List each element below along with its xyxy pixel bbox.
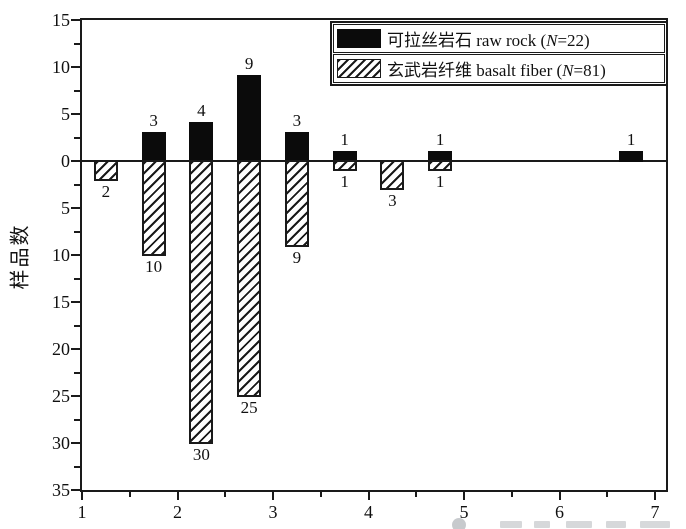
basalt-fiber-bar (284, 160, 309, 247)
raw-rock-bar (428, 150, 453, 162)
y-tick-label: 10 (52, 245, 70, 265)
gray-circle-icon (452, 518, 466, 529)
x-minor-tick (319, 492, 322, 497)
y-tick-label: 15 (52, 10, 70, 30)
bar-value-label: 1 (435, 129, 445, 149)
x-major-tick (367, 492, 370, 500)
x-major-tick (654, 492, 656, 500)
y-tick-label: 20 (52, 339, 70, 359)
zero-axis-line (82, 160, 666, 162)
y-major-tick (71, 254, 80, 256)
watermark-fragment (500, 521, 522, 528)
y-minor-tick (74, 89, 80, 92)
legend-label: 可拉丝岩石 raw rock (N=22) (387, 31, 590, 50)
y-tick-label: 30 (52, 433, 70, 453)
bar-value-label: 3 (388, 191, 397, 211)
bar-value-label: 3 (149, 110, 158, 130)
basalt-fiber-bar (428, 160, 453, 172)
bar-value-label: 1 (340, 172, 349, 192)
bar-value-label: 2 (101, 181, 111, 201)
x-tick-label: 3 (268, 502, 278, 522)
watermark (448, 514, 686, 529)
x-tick-label: 7 (650, 502, 660, 522)
y-major-tick (71, 442, 80, 444)
y-major-tick (71, 301, 80, 303)
y-major-tick (71, 207, 80, 209)
y-minor-tick (74, 183, 80, 186)
y-minor-tick (74, 136, 80, 139)
x-major-tick (558, 492, 561, 500)
y-tick-label: 5 (61, 198, 70, 218)
x-minor-tick (128, 492, 131, 497)
bar-value-label: 4 (197, 101, 206, 121)
y-minor-tick (74, 465, 80, 468)
raw-rock-bar (284, 131, 309, 162)
y-major-tick (71, 348, 80, 350)
y-tick-label: 5 (61, 104, 70, 124)
bar-value-label: 9 (292, 247, 302, 267)
x-major-tick (176, 492, 179, 500)
basalt-fiber-bar (93, 160, 118, 181)
raw-rock-bar (141, 131, 166, 162)
y-minor-tick (74, 230, 80, 233)
y-major-tick (71, 489, 80, 491)
y-major-tick (71, 113, 80, 115)
bar-value-label: 30 (192, 445, 210, 464)
y-tick-label: 25 (52, 386, 70, 406)
y-major-tick (71, 19, 80, 21)
legend-label: 玄武岩纤维 basalt fiber (N=81) (387, 61, 606, 80)
y-minor-tick (74, 418, 80, 421)
legend: 可拉丝岩石 raw rock (N=22) 玄武岩纤维 basalt fiber … (330, 21, 668, 86)
bar-value-label: 10 (145, 257, 163, 276)
x-minor-tick (224, 492, 227, 497)
y-major-tick (71, 66, 80, 68)
x-tick-label: 5 (459, 502, 469, 522)
y-tick-label: 15 (52, 292, 70, 312)
basalt-fiber-bar (189, 160, 214, 444)
bar-value-label: 1 (340, 129, 349, 149)
basalt-fiber-bar (237, 160, 262, 397)
raw-rock-bar (237, 75, 262, 162)
solid-black-swatch (337, 29, 381, 48)
y-minor-tick (74, 371, 80, 374)
bar-value-label: 25 (240, 398, 258, 417)
x-minor-tick (510, 492, 513, 497)
x-major-tick (463, 492, 465, 500)
bar-value-label: 1 (626, 129, 636, 149)
x-tick-label: 4 (364, 502, 373, 522)
x-tick-label: 2 (173, 502, 182, 522)
y-tick-label: 10 (52, 57, 70, 77)
y-major-tick (71, 160, 80, 162)
bar-value-label: 3 (292, 110, 302, 130)
bar-value-label: 9 (244, 54, 254, 74)
y-tick-label: 35 (52, 480, 70, 500)
raw-rock-bar (189, 122, 214, 162)
y-minor-tick (74, 42, 80, 45)
raw-rock-bar (332, 150, 357, 162)
x-minor-tick (415, 492, 418, 497)
y-minor-tick (74, 324, 80, 327)
x-tick-label: 1 (77, 502, 87, 522)
bar-value-label: 1 (435, 172, 445, 192)
legend-entry: 可拉丝岩石 raw rock (N=22) (333, 24, 665, 53)
watermark-fragment (534, 521, 550, 528)
y-tick-label: 0 (61, 151, 70, 171)
basalt-fiber-bar (141, 160, 166, 256)
watermark-fragment (606, 521, 626, 528)
y-major-tick (71, 395, 80, 397)
basalt-fiber-bar (380, 160, 405, 191)
x-major-tick (81, 492, 83, 500)
x-tick-label: 6 (555, 502, 564, 522)
x-major-tick (272, 492, 274, 500)
x-minor-tick (606, 492, 609, 497)
basalt-fiber-bar (332, 160, 357, 172)
plot-area: 2 3 10 4 30 9 25 3 9 1 1 3 1 1 1 (80, 18, 668, 492)
watermark-fragment (566, 521, 592, 528)
hatched-swatch (337, 59, 381, 78)
y-minor-tick (74, 277, 80, 280)
raw-rock-bar (619, 150, 644, 162)
legend-entry: 玄武岩纤维 basalt fiber (N=81) (333, 54, 665, 83)
watermark-fragment (640, 521, 670, 528)
